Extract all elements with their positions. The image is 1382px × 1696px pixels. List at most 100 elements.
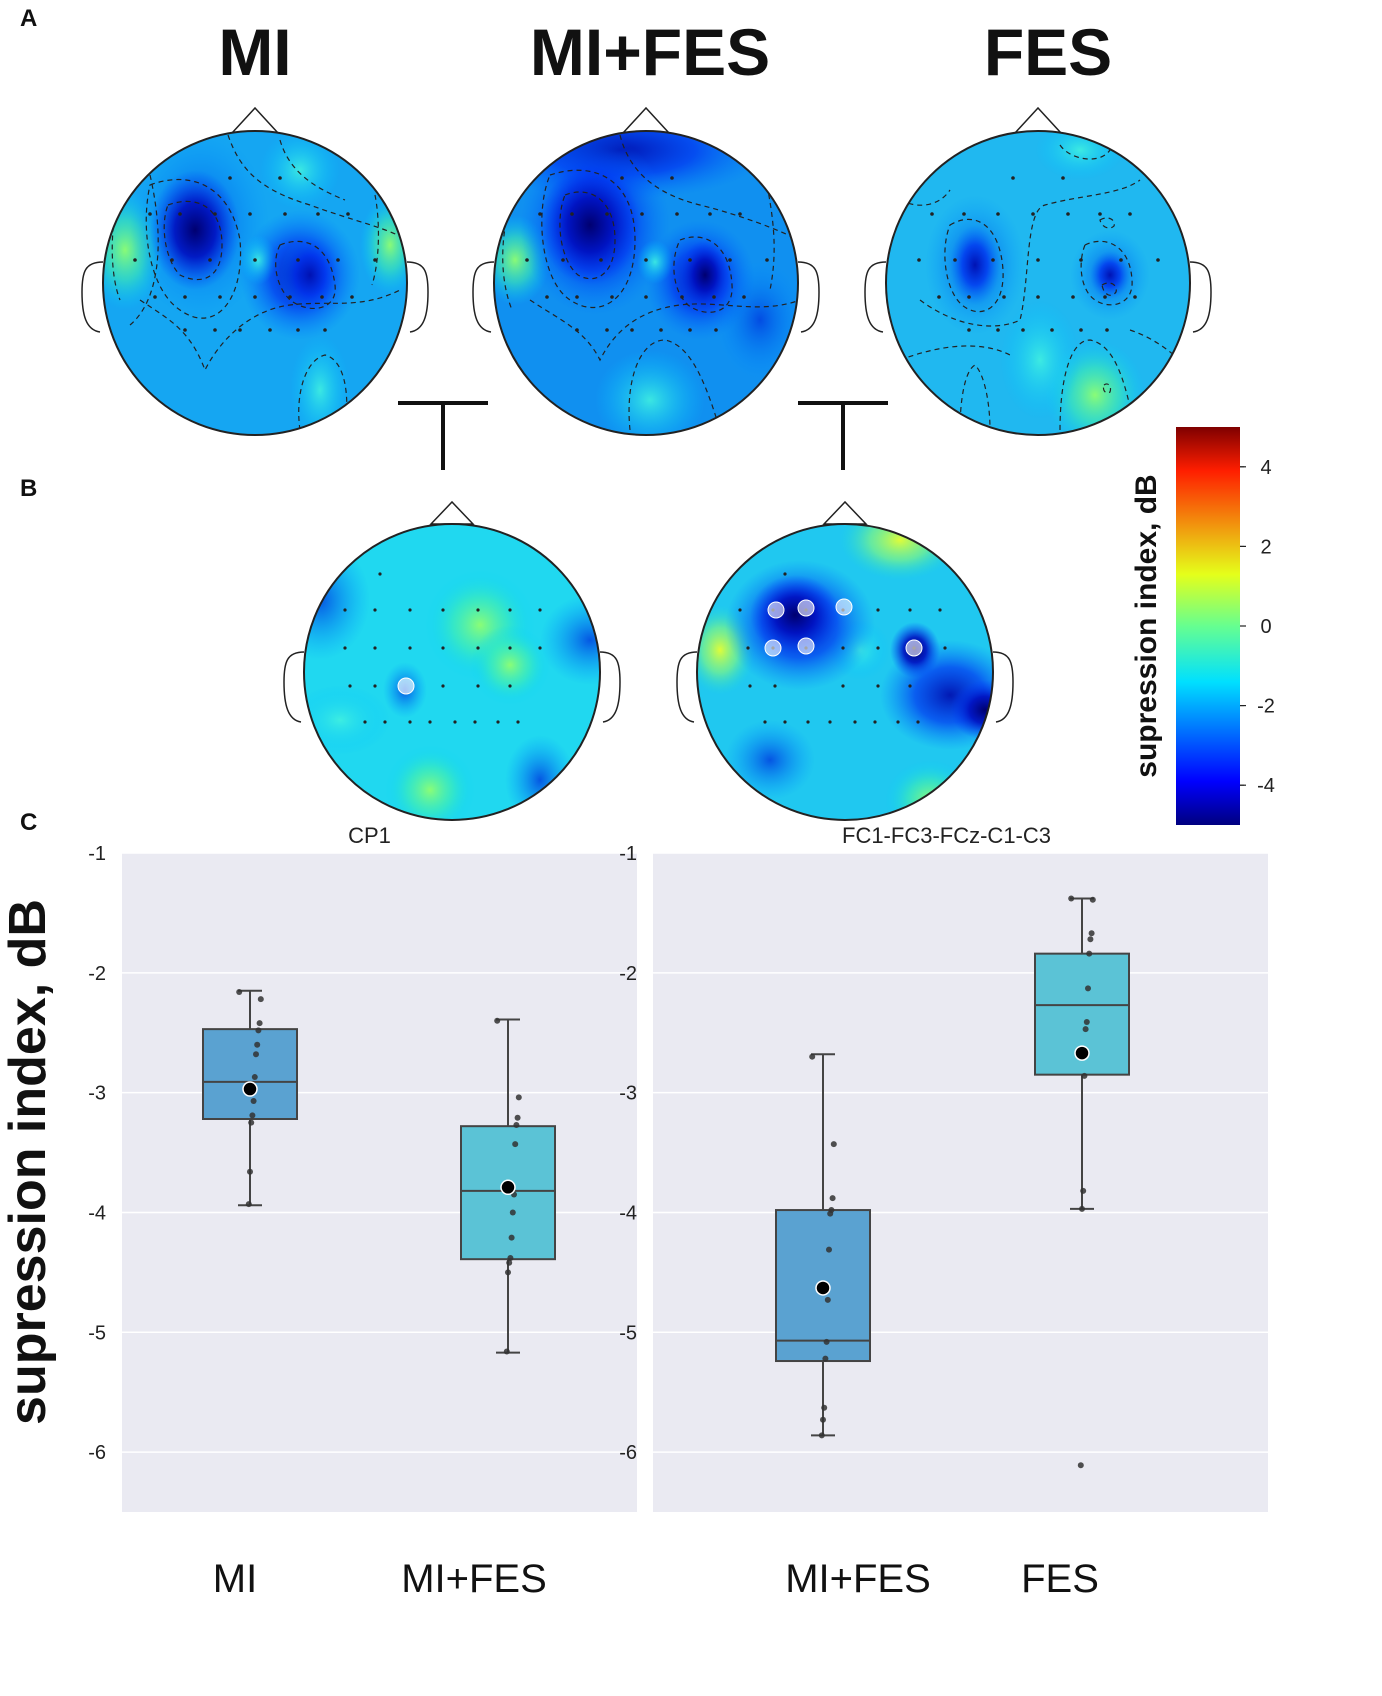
head-outline <box>885 130 1191 436</box>
nose <box>230 106 280 134</box>
data-point <box>1081 1072 1088 1079</box>
highlight-electrode-fcz <box>835 598 853 616</box>
data-point <box>1087 936 1094 943</box>
y-tick-label: -3 <box>88 1083 106 1105</box>
left-ear <box>676 651 698 723</box>
data-point <box>494 1017 501 1024</box>
condition-title-fes: FES <box>984 15 1112 89</box>
colorbar-gradient <box>1176 427 1240 825</box>
data-point <box>513 1121 520 1128</box>
right-ear <box>797 261 820 333</box>
y-tick-label: -5 <box>88 1322 106 1344</box>
highlight-electrode-c2 <box>905 639 923 657</box>
data-point <box>820 1416 826 1423</box>
data-point <box>506 1259 513 1266</box>
difference-map-mi-vs-mi-fes <box>283 500 621 821</box>
subplot-title: FC1-FC3-FCz-C1-C3 <box>842 823 1051 848</box>
panel-label-a: A <box>20 5 37 32</box>
topomap-mi <box>81 106 429 436</box>
data-point <box>1077 1462 1084 1469</box>
box-fes <box>1034 895 1130 1469</box>
subplot-title: CP1 <box>348 823 391 848</box>
nose <box>1013 106 1063 134</box>
nose <box>429 500 475 525</box>
y-tick-label: -4 <box>88 1202 106 1224</box>
data-point <box>236 988 243 995</box>
y-tick-label: -3 <box>619 1083 637 1105</box>
y-tick-label: -1 <box>619 843 637 865</box>
y-tick-label: -6 <box>619 1442 637 1464</box>
data-point <box>823 1338 830 1345</box>
nose <box>621 106 671 134</box>
data-point <box>818 1432 825 1439</box>
plot-background <box>122 853 637 1512</box>
highlight-electrode-fc3 <box>767 601 785 619</box>
highlight-electrode-c1 <box>797 637 815 655</box>
data-point <box>1082 1026 1089 1033</box>
left-ear <box>864 261 887 333</box>
data-point <box>245 1201 252 1208</box>
head-outline <box>303 523 601 821</box>
colorbar-label: supression index, dB <box>1130 474 1163 777</box>
data-point <box>251 1074 258 1081</box>
y-tick-label: -1 <box>88 843 106 865</box>
panel-label-b: B <box>20 475 37 502</box>
mean-marker <box>242 1081 258 1097</box>
data-point <box>1088 930 1095 937</box>
colorbar-tick-label: 2 <box>1260 536 1271 558</box>
data-point <box>509 1209 516 1216</box>
highlight-electrode-fc1 <box>797 599 815 617</box>
data-point <box>809 1053 816 1060</box>
box-mi-fes <box>460 1017 556 1355</box>
left-ear <box>283 651 305 723</box>
data-point <box>508 1234 515 1241</box>
head-outline <box>102 130 408 436</box>
comparison-bracket-left <box>398 401 488 470</box>
data-point <box>250 1098 257 1105</box>
colorbar-tick-label: 0 <box>1260 616 1271 638</box>
data-point <box>248 1119 255 1126</box>
data-point <box>822 1355 829 1362</box>
y-tick-label: -6 <box>88 1442 106 1464</box>
mean-marker <box>815 1280 831 1296</box>
data-point <box>1086 950 1093 957</box>
data-point <box>826 1246 832 1253</box>
difference-map-mi-fes-vs-fes <box>676 500 1014 821</box>
highlight-electrode-c3 <box>764 639 782 657</box>
data-point <box>1083 1018 1090 1025</box>
x-tick-label: MI+FES <box>785 1557 931 1601</box>
panel-label-c: C <box>20 809 37 836</box>
topomap-fes <box>864 106 1212 436</box>
colorbar-tick-label: -4 <box>1257 775 1275 797</box>
data-point <box>512 1141 519 1148</box>
data-point <box>503 1348 510 1355</box>
x-tick-label: MI+FES <box>401 1557 547 1601</box>
colorbar-tick-label: 4 <box>1260 457 1271 479</box>
boxplots-panel: -1 -2 -3 -4 -5 -6 CP1 MI MI+FES -1 -2 -3 -4 -5 -6 FC1-F… <box>88 823 1268 1601</box>
head-outline <box>696 523 994 821</box>
data-point <box>247 1168 253 1175</box>
data-point <box>515 1094 522 1101</box>
y-tick-label: -2 <box>88 963 106 985</box>
data-point <box>821 1404 828 1411</box>
y-tick-label: -5 <box>619 1322 637 1344</box>
data-point <box>505 1269 511 1276</box>
right-ear <box>1189 261 1212 333</box>
data-point <box>249 1112 256 1119</box>
plot-background <box>653 853 1268 1512</box>
x-tick-label: MI <box>213 1557 257 1601</box>
box-mi <box>202 988 298 1208</box>
right-ear <box>599 651 621 723</box>
data-point <box>827 1210 834 1217</box>
y-tick-label: -4 <box>619 1202 637 1224</box>
left-ear <box>472 261 495 333</box>
nose <box>822 500 868 525</box>
data-point <box>257 996 264 1003</box>
data-point <box>255 1027 262 1034</box>
data-point <box>1085 985 1091 992</box>
box-iqr <box>202 1028 298 1120</box>
boxplot-y-axis-label: supression index, dB <box>0 899 57 1425</box>
comparison-bracket-right <box>798 401 888 470</box>
data-point <box>256 1020 263 1027</box>
